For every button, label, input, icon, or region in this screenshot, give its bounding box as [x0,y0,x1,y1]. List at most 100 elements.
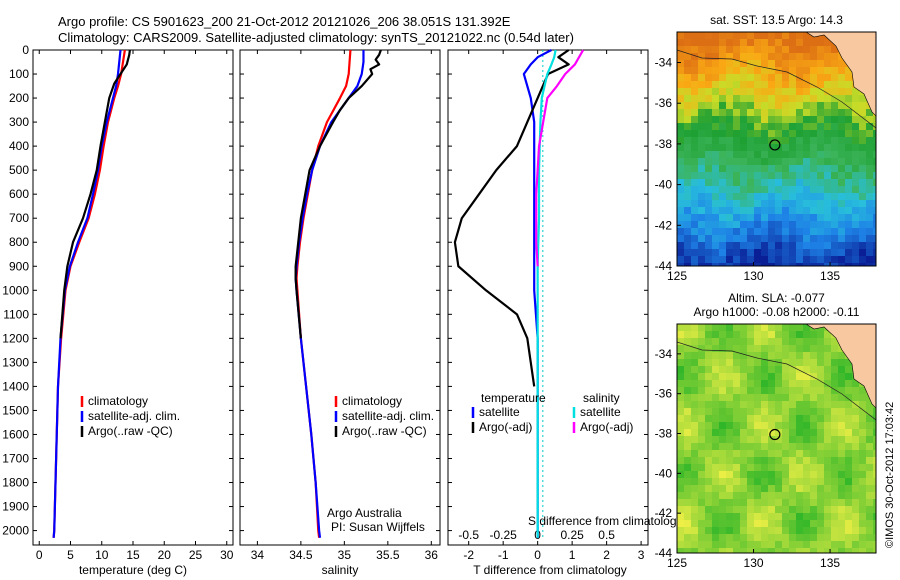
difference-profile-panel: -2 -1 0 1 2 3-0.5 -0.25 0 0.25 0.5S difference fr… [447,49,683,577]
x-tick-label: 36 [425,548,439,562]
x-tick-label: 2 [603,548,610,562]
y-tick-label: 500 [9,163,29,177]
y-tick-label: 1800 [2,476,29,490]
series-line-climatology [295,49,352,538]
x-axis-label: T difference from climatology [473,563,627,577]
s-tick-label: -0.25 [489,528,517,542]
legend-label: climatology [342,394,402,408]
y-tick-label: 2000 [2,524,29,538]
salinity-profile-axes-box [239,49,441,546]
y-tick-label: 100 [9,67,29,81]
y-tick-label: 700 [9,211,29,225]
argo-float-marker [769,139,781,151]
y-tick-label: 0 [22,43,29,57]
x-tick-label: 125 [667,556,687,570]
x-tick-label: 125 [667,269,687,283]
legend-label: climatology [88,394,148,408]
map-field [677,32,876,266]
y-tick-label: 1900 [2,500,29,514]
legend-title: temperature [481,391,546,405]
map-title: Argo h1000: -0.08 h2000: -0.11 [694,305,860,319]
series-line-argo-raw-qc- [59,49,131,339]
map-frame [676,323,877,554]
y-tick-label: -44 [655,546,673,560]
x-tick-label: 5 [67,548,74,562]
difference-profile-axes-box [447,49,649,546]
credit-text: ©IMOS 30-Oct-2012 17:03:42 [884,402,896,548]
x-tick-label: 30 [220,548,234,562]
legend-label: Argo(-adj) [479,420,532,434]
x-tick-label: 135 [820,556,840,570]
x-tick-label: 130 [744,269,764,283]
legend-label: Argo(..raw -QC) [342,424,427,438]
x-tick-label: 20 [158,548,172,562]
y-tick-label: 1000 [2,283,29,297]
series-line-satellite-adj-clim- [52,49,122,538]
y-tick-label: -36 [655,387,673,401]
depth-contour [677,341,876,421]
s-tick-label: 0.5 [598,528,615,542]
y-tick-label: 400 [9,139,29,153]
y-tick-label: 1700 [2,451,29,465]
s-tick-label: -0.5 [458,528,479,542]
series-line-salinity-satellite [536,49,557,538]
salinity-profile-panel: 34 34.5 35 35.5 36 salinity climatologysatelli… [239,49,441,577]
x-tick-label: 1 [569,548,576,562]
s-tick-label: 0.25 [560,528,584,542]
legend-label: satellite [580,405,621,419]
series-line-satellite-adj-clim- [294,50,365,538]
legend-label: satellite-adj. clim. [88,409,180,423]
y-tick-label: 1600 [2,427,29,441]
y-tick-label: -42 [655,218,673,232]
legend-label: Argo(-adj) [580,420,633,434]
x-tick-label: -1 [498,548,509,562]
map-frame [676,31,877,267]
x-tick-label: 130 [744,556,764,570]
y-tick-label: 600 [9,187,29,201]
y-tick-label: 1200 [2,331,29,345]
x-axis-label: salinity [322,563,359,577]
y-tick-label: 1500 [2,403,29,417]
y-tick-label: 900 [9,259,29,273]
map-title: Altim. SLA: -0.077 [728,291,825,305]
x-tick-label: 0 [534,548,541,562]
land-mass [805,324,876,409]
x-tick-label: 35 [338,548,352,562]
y-tick-label: -40 [655,466,673,480]
sla-map: 125 130 135 -34 -36 -38 -40 -42 -44 Altim. SLA: -… [655,291,877,570]
argo-float-marker [769,428,781,441]
x-tick-label: 10 [95,548,109,562]
s-axis-label: S difference from climatology [528,514,683,528]
series-line-temperature-argo-adj- [453,49,570,387]
y-tick-label: -40 [655,178,673,192]
x-tick-label: 135 [820,269,840,283]
series-line-salinity-argo-adj- [535,49,585,267]
y-tick-label: -44 [655,259,673,273]
y-tick-label: 300 [9,115,29,129]
y-tick-label: 200 [9,91,29,105]
annotation-line: Argo Australia [327,506,402,520]
annotation-line: PI: Susan Wijffels [331,520,425,534]
x-tick-label: 3 [638,548,645,562]
x-tick-label: 25 [189,548,203,562]
x-tick-label: 15 [126,548,140,562]
x-tick-label: -2 [463,548,474,562]
y-tick-label: -38 [655,137,673,151]
depth-contour [677,49,876,129]
series-line-argo-raw-qc- [294,49,382,339]
y-tick-label: -38 [655,427,673,441]
sst-map: 125 130 135 -34 -36 -38 -40 -42 -44 sat. SST: 13.… [655,13,877,283]
x-tick-label: 0 [36,548,43,562]
legend-label: Argo(..raw -QC) [88,424,173,438]
x-tick-label: 34 [251,548,265,562]
y-tick-label: -42 [655,506,673,520]
land-mass [805,32,876,117]
y-tick-label: 1400 [2,379,29,393]
x-axis-label: temperature (deg C) [79,563,187,577]
y-tick-label: -34 [655,347,673,361]
y-tick-label: 1100 [3,307,29,321]
y-tick-label: -34 [655,56,673,70]
figure-title-line1: Argo profile: CS 5901623_200 21-Oct-2012… [58,14,511,29]
legend-label: satellite-adj. clim. [342,409,434,423]
